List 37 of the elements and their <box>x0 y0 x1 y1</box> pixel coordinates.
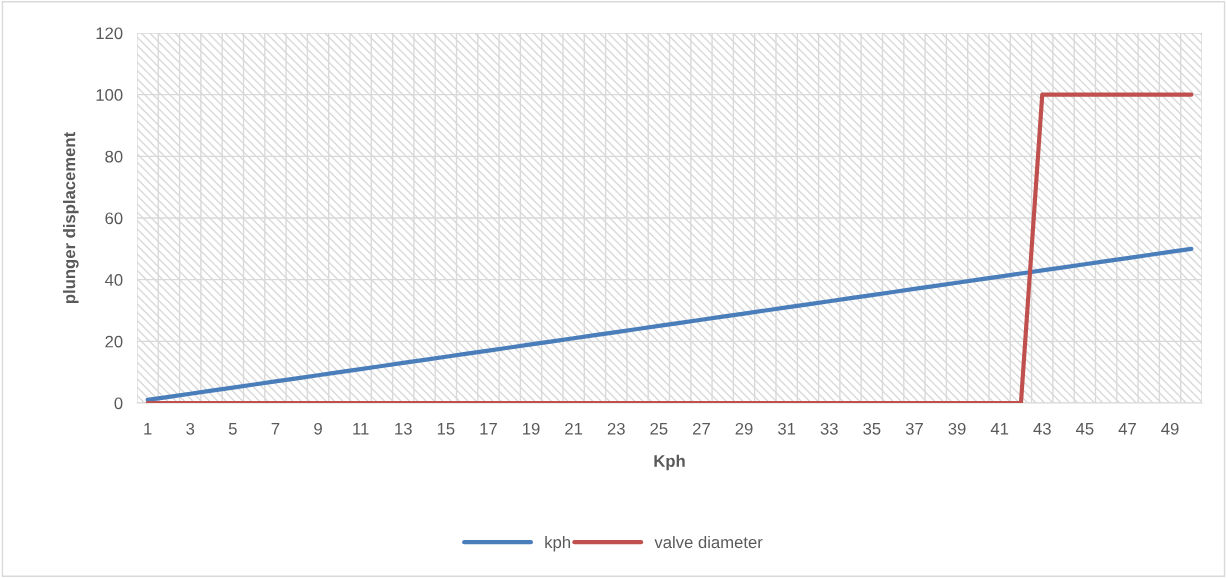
x-tick-label: 5 <box>228 423 237 435</box>
x-tick-label: 19 <box>523 422 540 435</box>
y-tick-label: 100 <box>96 89 123 101</box>
x-tick-label: 35 <box>863 422 881 435</box>
x-tick-label: 33 <box>820 422 838 435</box>
x-tick-label: 47 <box>1118 423 1136 435</box>
y-tick-label: 120 <box>96 27 123 40</box>
y-tick-label: 20 <box>105 335 123 348</box>
x-tick-label: 3 <box>186 422 195 435</box>
x-tick-label: 17 <box>480 423 497 435</box>
x-tick-label: 43 <box>1033 422 1051 435</box>
x-tick-label: 41 <box>990 423 1009 435</box>
x-tick-label: 9 <box>314 422 322 435</box>
x-tick-label: 37 <box>905 422 923 435</box>
x-tick-label: 29 <box>735 422 753 435</box>
y-tick-label: 60 <box>105 212 123 225</box>
legend-label: kph <box>545 535 570 552</box>
x-tick-label: 39 <box>948 422 966 435</box>
x-tick-label: 13 <box>395 422 412 435</box>
x-tick-label: 15 <box>437 423 455 435</box>
x-tick-label: 7 <box>271 423 280 435</box>
x-tick-label: 1 <box>144 423 152 435</box>
x-tick-label: 49 <box>1161 422 1179 435</box>
y-axis-title: plunger displacement <box>63 132 79 304</box>
x-tick-label: 31 <box>778 422 796 435</box>
y-tick-label: 40 <box>104 274 123 286</box>
x-tick-label: 11 <box>353 423 369 435</box>
x-axis-title: Kph <box>654 454 685 471</box>
x-tick-label: 27 <box>693 422 710 435</box>
x-tick-label: 25 <box>650 422 668 435</box>
x-tick-label: 45 <box>1075 423 1094 435</box>
line-series <box>145 246 1194 403</box>
x-tick-label: 23 <box>607 422 625 435</box>
x-tick-label: 21 <box>565 422 583 435</box>
y-tick-label: 80 <box>105 150 123 163</box>
y-tick-label: 0 <box>114 397 123 410</box>
legend-label: valve diameter <box>654 535 763 549</box>
